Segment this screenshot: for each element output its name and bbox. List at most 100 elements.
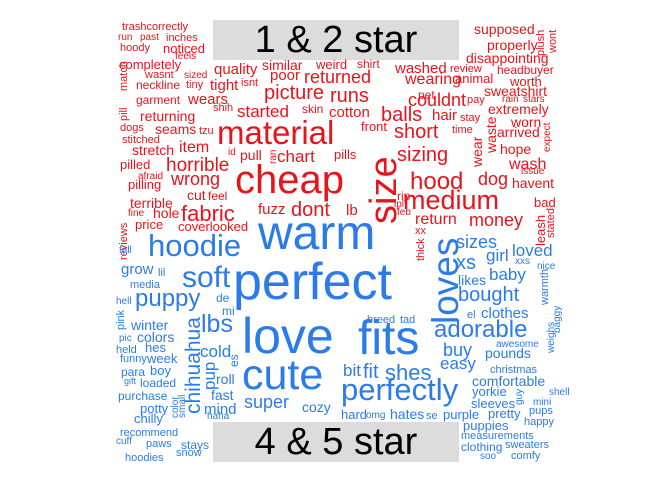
negative-word-sized: sized — [184, 70, 208, 81]
positive-word-winter: winter — [131, 317, 169, 333]
negative-word-weird: weird — [316, 57, 348, 72]
positive-word-es: es — [227, 354, 241, 368]
negative-word-wasnt: wasnt — [145, 69, 174, 81]
positive-word-warm: warm — [258, 207, 376, 260]
negative-word-match: match — [118, 60, 130, 91]
positive-word-cold: cold — [200, 342, 232, 361]
positive-word-haha: haha — [207, 411, 230, 422]
positive-word-fall: fall — [119, 245, 132, 256]
negative-word-money: money — [469, 210, 524, 230]
negative-word-chart: chart — [277, 147, 315, 166]
negative-word-hoody: hoody — [120, 42, 150, 54]
positive-word-fit: fit — [363, 361, 379, 383]
positive-word-colors: colors — [137, 329, 175, 345]
negative-word-front: front — [361, 119, 388, 134]
negative-word-expect: expect — [542, 122, 553, 153]
positive-word-media: media — [130, 279, 160, 291]
positive-word-de: de — [216, 291, 230, 305]
positive-word-hoodie: hoodie — [148, 228, 242, 263]
negative-word-past: past — [140, 32, 159, 43]
positive-word-lil: lil — [158, 267, 166, 279]
negative-word-afraid: afraid — [138, 171, 164, 182]
negative-word-properly: properly — [487, 37, 538, 53]
positive-word-bought: bought — [458, 284, 520, 306]
positive-word-cute: cute — [242, 351, 324, 399]
negative-word-stretch: stretch — [132, 142, 175, 158]
positive-word-guy: guy — [514, 388, 525, 405]
positive-word-baby: baby — [489, 265, 526, 284]
positive-word-small: small — [177, 394, 188, 418]
negative-word-rip: rip — [397, 189, 411, 203]
negative-word-xx: xx — [415, 225, 426, 237]
negative-word-quality: quality — [214, 61, 258, 78]
negative-word-trashcorrectly: trashcorrectly — [122, 21, 189, 33]
negative-word-shirt: shirt — [357, 57, 380, 71]
negative-word-issue: issue — [521, 166, 545, 177]
positive-word-gift: gift — [124, 376, 137, 386]
positive-word-warmth: warmth — [539, 269, 551, 306]
positive-word-sweaters: sweaters — [505, 439, 550, 451]
negative-word-stitched: stitched — [122, 134, 160, 146]
negative-word-started: started — [237, 102, 289, 121]
negative-word-coverlooked: coverlooked — [178, 219, 249, 234]
positive-word-pups: pups — [529, 405, 553, 417]
negative-word-skin: skin — [302, 102, 324, 116]
negative-word-wont: wont — [547, 29, 559, 53]
positive-word-likes: likes — [458, 272, 487, 288]
negative-word-runs: runs — [330, 85, 369, 107]
positive-word-shell: shell — [549, 387, 570, 398]
positive-word-clothes: clothes — [481, 305, 529, 322]
positive-word-nice: nice — [537, 261, 556, 272]
positive-word-adorable: adorable — [434, 316, 528, 343]
negative-word-id: id — [228, 147, 236, 158]
positive-word-awesome: awesome — [496, 339, 539, 350]
positive-word-grow: grow — [121, 261, 154, 278]
positive-word-pounds: pounds — [485, 345, 531, 361]
negative-word-returned: returned — [304, 67, 372, 87]
negative-word-shih: shih — [213, 102, 234, 114]
negative-word-waste: waste — [483, 116, 499, 154]
negative-word-pet: pet — [418, 88, 435, 102]
positive-word-clothing: clothing — [461, 440, 503, 454]
positive-word-pink: pink — [115, 309, 127, 330]
positive-word-boy: boy — [150, 363, 171, 378]
negative-word-picture: picture — [264, 82, 325, 104]
positive-word-measurements: measurements — [461, 430, 534, 442]
positive-word-weighs: weighs — [546, 322, 557, 354]
negative-word-price: price — [135, 217, 164, 232]
positive-word-chilly: chilly — [134, 411, 163, 426]
positive-word-super: super — [244, 392, 290, 412]
negative-word-cut: cut — [187, 187, 206, 203]
positive-word-pretty: pretty — [488, 406, 521, 421]
positive-word-christmas: christmas — [490, 364, 538, 376]
negative-word-animal: animal — [455, 71, 494, 86]
negative-word-tight: tight — [210, 77, 239, 94]
positive-word-hes: hes — [145, 340, 166, 355]
positive-word-hates: hates — [390, 406, 425, 422]
positive-word-fits: fits — [358, 312, 420, 365]
negative-word-run: run — [118, 32, 133, 43]
negative-word-pill: pill — [118, 107, 130, 121]
positive-word-puppies: puppies — [463, 418, 509, 433]
positive-word-yorkie: yorkie — [472, 384, 507, 399]
positive-word-cozy: cozy — [302, 399, 331, 415]
positive-word-omg: omg — [366, 410, 386, 421]
positive-word-roll: roll — [216, 371, 235, 387]
positive-word-funny: funny — [120, 353, 147, 365]
negative-word-time: time — [452, 124, 473, 136]
negative-word-balls: balls — [381, 104, 423, 126]
negative-word-pills: pills — [334, 147, 357, 162]
positive-word-tad: tad — [400, 314, 416, 326]
negative-word-pilling: pilling — [128, 177, 162, 192]
negative-word-feb: feb — [397, 207, 411, 218]
header-positive: 4 & 5 star — [213, 422, 459, 462]
positive-word-fast: fast — [211, 387, 234, 403]
negative-word-supposed: supposed — [474, 21, 535, 37]
positive-word-recommend: recommend — [120, 427, 179, 439]
positive-word-snow: snow — [176, 447, 202, 459]
negative-word-fine: fine — [128, 208, 145, 219]
positive-word-stays: stays — [181, 438, 210, 452]
negative-word-wears: wears — [188, 91, 229, 108]
positive-word-mi: mi — [222, 304, 235, 318]
negative-word-worth: worth — [510, 74, 542, 89]
